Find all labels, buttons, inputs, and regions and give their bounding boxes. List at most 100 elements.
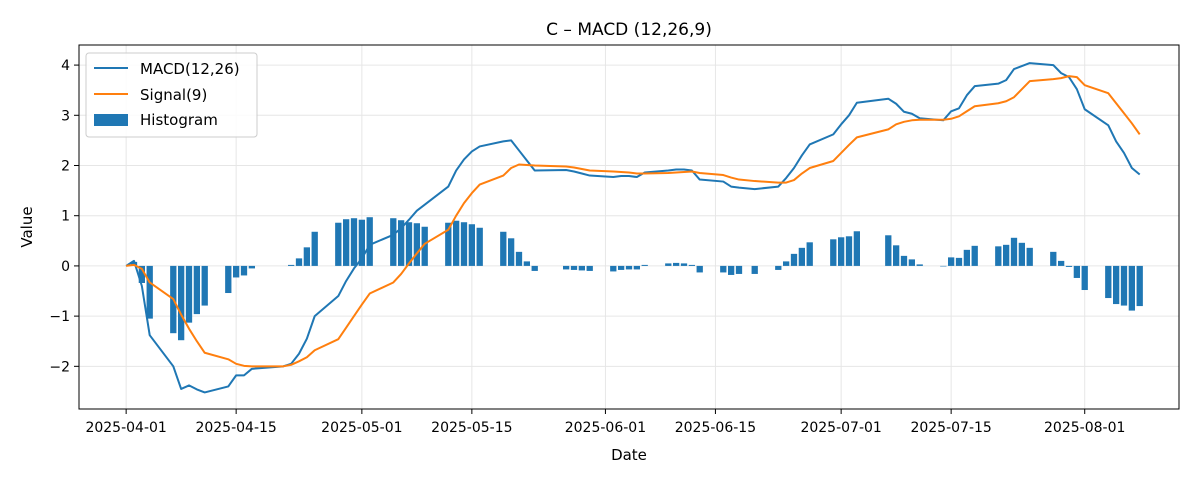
histogram-bar: [445, 222, 452, 266]
x-tick-label: 2025-07-15: [910, 420, 991, 436]
histogram-bar: [178, 265, 185, 341]
histogram-bar: [665, 263, 672, 266]
x-tick-label: 2025-07-01: [800, 420, 881, 436]
x-tick-label: 2025-05-01: [321, 420, 402, 436]
histogram-bar: [366, 217, 373, 266]
histogram-bar: [578, 265, 585, 271]
histogram-bar: [838, 237, 845, 266]
gridlines: [79, 45, 1179, 409]
histogram-bar: [288, 264, 295, 266]
histogram-bar: [185, 265, 193, 323]
series-lines: [125, 62, 1141, 394]
histogram-bar: [1073, 265, 1080, 278]
histogram-bar: [1003, 244, 1010, 266]
histogram-bar: [783, 261, 790, 266]
y-tick-label: −1: [49, 309, 70, 325]
y-tick-label: 0: [61, 259, 70, 275]
histogram-bar: [248, 265, 255, 269]
histogram-bar: [240, 265, 248, 276]
histogram-bar: [955, 257, 963, 266]
histogram-bar: [531, 265, 538, 271]
histogram-bar: [995, 246, 1002, 266]
histogram-bar: [1026, 247, 1033, 266]
histogram-bar: [735, 265, 743, 274]
histogram-bar: [798, 247, 805, 266]
histogram-bar: [476, 227, 483, 266]
histogram-bar: [673, 262, 680, 266]
histogram-bar: [853, 231, 860, 266]
histogram-bar: [468, 224, 475, 266]
histogram-bar: [1081, 265, 1088, 291]
x-tick-label: 2025-04-15: [195, 420, 276, 436]
histogram-bar: [563, 265, 570, 270]
histogram-bar: [940, 265, 947, 267]
legend-box: [85, 52, 258, 138]
histogram-bar: [390, 218, 397, 266]
histogram-bar: [610, 265, 617, 272]
histogram-bar: [845, 236, 853, 266]
histogram-bar: [523, 261, 530, 266]
histogram-bars: [123, 217, 1143, 341]
legend-histogram-label: Histogram: [140, 111, 218, 129]
histogram-bar: [1010, 237, 1018, 266]
histogram-bar: [460, 222, 468, 266]
macd-line: [125, 62, 1141, 394]
x-axis-ticks: 2025-04-01 2025-04-15 2025-05-01 2025-05-15…: [85, 409, 1125, 436]
histogram-bar: [453, 220, 460, 266]
histogram-bar: [806, 242, 813, 266]
histogram-bar: [350, 218, 358, 266]
histogram-bar: [893, 245, 900, 266]
histogram-bar: [775, 265, 782, 270]
histogram-bar: [900, 255, 908, 266]
y-axis-label: Value: [18, 206, 36, 247]
histogram-bar: [1065, 265, 1073, 267]
plot-frame: [78, 44, 1180, 410]
x-tick-label: 2025-06-15: [675, 420, 756, 436]
histogram-bar: [570, 265, 578, 270]
legend: MACD(12,26) Signal(9) Histogram: [85, 52, 258, 138]
histogram-bar: [586, 265, 593, 271]
histogram-bar: [421, 226, 428, 266]
legend-histogram-swatch: [94, 114, 128, 126]
histogram-bar: [1058, 260, 1065, 266]
chart-title: C – MACD (12,26,9): [546, 20, 712, 40]
histogram-bar: [963, 249, 970, 266]
legend-macd-label: MACD(12,26): [140, 60, 240, 78]
histogram-bar: [696, 265, 703, 273]
signal-line: [126, 75, 1141, 368]
histogram-bar: [303, 247, 310, 266]
histogram-bar: [413, 223, 420, 266]
histogram-bar: [1120, 265, 1128, 306]
y-tick-label: 2: [61, 158, 70, 174]
x-axis-label: Date: [611, 446, 647, 464]
histogram-bar: [295, 258, 303, 266]
histogram-bar: [343, 219, 350, 266]
histogram-bar: [790, 253, 798, 266]
histogram-bar: [500, 231, 507, 266]
y-tick-label: 4: [61, 58, 70, 74]
histogram-bar: [138, 265, 145, 283]
histogram-bar: [335, 222, 342, 266]
histogram-bar: [751, 265, 758, 274]
histogram-bar: [146, 265, 153, 319]
y-axis-ticks: −2 −1 0 1 2 3 4: [49, 58, 79, 375]
legend-signal-label: Signal(9): [140, 86, 207, 104]
histogram-bar: [720, 265, 727, 273]
histogram-bar: [908, 259, 915, 266]
histogram-bar: [311, 231, 318, 266]
x-tick-label: 2025-05-15: [431, 420, 512, 436]
histogram-bar: [948, 257, 955, 266]
histogram-bar: [633, 265, 640, 270]
histogram-bar: [225, 265, 232, 294]
histogram-bar: [1113, 265, 1120, 305]
histogram-bar: [1018, 242, 1025, 266]
histogram-bar: [618, 265, 625, 270]
y-tick-label: 1: [61, 209, 70, 225]
x-tick-label: 2025-06-01: [565, 420, 646, 436]
x-tick-label: 2025-08-01: [1044, 420, 1125, 436]
y-tick-label: −2: [49, 359, 70, 375]
histogram-bar: [625, 265, 633, 270]
histogram-bar: [916, 264, 923, 266]
histogram-bar: [233, 265, 240, 278]
